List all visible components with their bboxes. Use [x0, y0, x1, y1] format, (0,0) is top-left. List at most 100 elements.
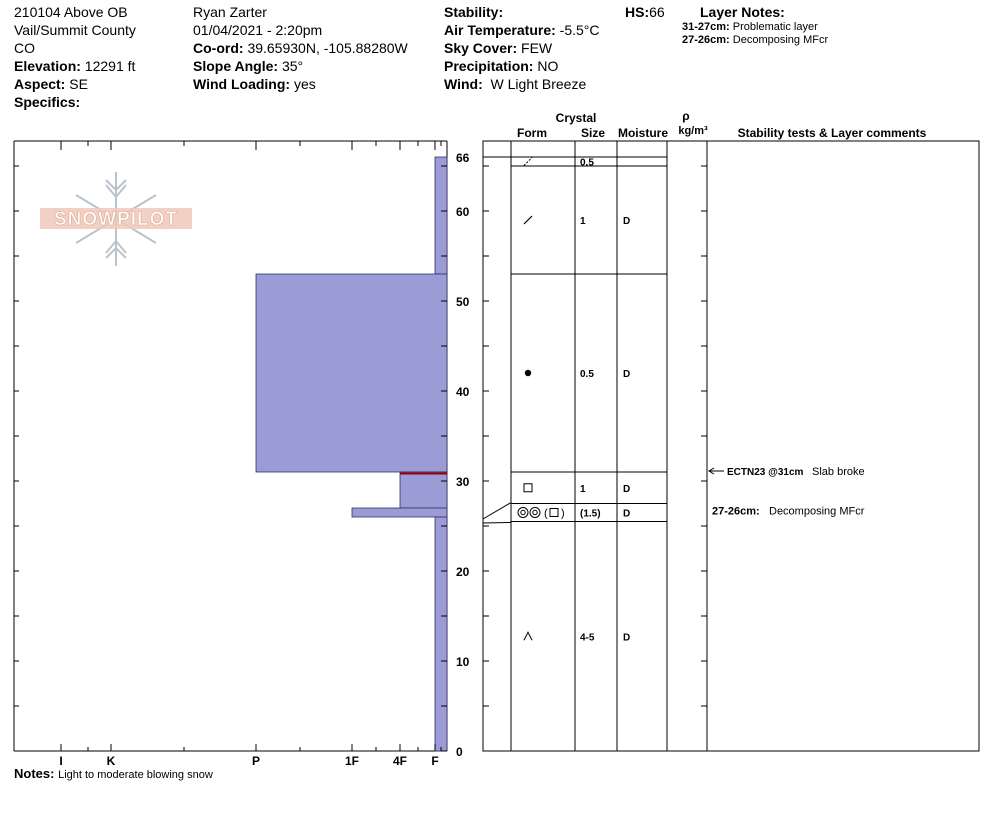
- sky-label: Sky Cover:: [444, 40, 518, 56]
- form-icon-melt-inner: [532, 509, 538, 516]
- moisture-cell: D: [623, 369, 630, 380]
- hardness-plot: 0 10 20 30 40 50 60 66 I K P 1F 4F F: [13, 140, 470, 768]
- layer-notes: Layer Notes: 31-27cm: Problematic layer …: [682, 3, 828, 47]
- size-cell: 4-5: [580, 632, 595, 643]
- size-cell: 1: [580, 484, 586, 495]
- observer-name: Ryan Zarter: [193, 4, 267, 20]
- layer-note-range: 31-27cm:: [682, 21, 730, 33]
- aspect: Aspect: SE: [14, 75, 136, 93]
- air-temperature: Air Temperature: -5.5°C: [444, 21, 600, 39]
- stability-test-comment: Slab broke: [812, 466, 865, 478]
- location-name: 210104 Above OB: [14, 4, 128, 20]
- layer-table: 0.5 1 D 0.5 D 1 D () (1.5) D 4-5 D ECTN23 @31cm Slab …: [482, 140, 980, 752]
- wind-loading: Wind Loading: yes: [193, 75, 408, 93]
- header-col2: Ryan Zarter 01/04/2021 - 2:20pm Co-ord: …: [193, 3, 408, 93]
- precip-label: Precipitation:: [444, 58, 534, 74]
- elevation-value: 12291 ft: [84, 58, 136, 74]
- coordinates: Co-ord: 39.65930N, -105.88280W: [193, 39, 408, 57]
- logo-text: SNOWPILOT: [54, 209, 178, 230]
- density-rho-header: ρ: [682, 109, 689, 123]
- form-header: Form: [517, 126, 547, 140]
- moisture-cell: D: [623, 632, 630, 643]
- connector-line: [482, 502, 512, 520]
- wind-label: Wind:: [444, 76, 483, 92]
- notes-label: Notes:: [14, 766, 55, 781]
- location-area: Vail/Summit County: [14, 22, 136, 38]
- moisture-header: Moisture: [618, 126, 668, 140]
- layer-note-text: Problematic layer: [732, 21, 818, 33]
- stability: Stability:: [444, 3, 600, 21]
- layer-note-range: 27-26cm:: [682, 34, 730, 46]
- observation-datetime: 01/04/2021 - 2:20pm: [193, 22, 323, 38]
- moisture-cell: D: [623, 216, 630, 227]
- form-icon-melt-outer: [529, 507, 541, 518]
- form-icon-melt-inner: [520, 509, 526, 516]
- notes: Notes: Light to moderate blowing snow: [14, 766, 213, 781]
- y-tick-label: 40: [456, 385, 470, 399]
- size-cell: 0.5: [580, 158, 594, 169]
- size-cell: 0.5: [580, 369, 594, 380]
- stability-label: Stability:: [444, 4, 504, 20]
- layer-comment-text: Decomposing MFcr: [769, 506, 865, 518]
- form-icon-decomposing: [523, 215, 533, 225]
- hardness-label: P: [252, 754, 260, 768]
- hardness-label: I: [59, 754, 62, 768]
- slope-label: Slope Angle:: [193, 58, 279, 74]
- hardness-label: 4F: [393, 754, 407, 768]
- hardness-bar: [434, 516, 448, 752]
- hardness-label: K: [107, 754, 116, 768]
- y-tick-label: 50: [456, 295, 470, 309]
- elevation: Elevation: 12291 ft: [14, 57, 136, 75]
- comments-header: Stability tests & Layer comments: [738, 126, 927, 140]
- hs-value: 66: [649, 4, 665, 20]
- hardness-bar: [351, 507, 448, 518]
- hardness-bar: [399, 471, 448, 509]
- hardness-bar: [255, 273, 448, 473]
- form-icon-depth-hoar: [523, 631, 533, 641]
- precipitation: Precipitation: NO: [444, 57, 600, 75]
- test-arrow-head: [708, 467, 715, 475]
- snowpilot-logo: SNOWPILOT: [40, 172, 192, 266]
- layer-comment-range: 27-26cm:: [712, 506, 760, 518]
- size-cell: 1: [580, 216, 586, 227]
- aspect-value: SE: [69, 76, 88, 92]
- form-icon-faceted: [523, 483, 533, 493]
- slope-value: 35°: [281, 58, 304, 74]
- sky-cover: Sky Cover: FEW: [444, 39, 600, 57]
- snow-height: HS:66: [625, 3, 665, 21]
- form-icon-rounded: [524, 369, 532, 377]
- sky-value: FEW: [521, 40, 553, 56]
- stability-test-label: ECTN23 @31cm: [727, 467, 804, 478]
- layer-notes-title: Layer Notes:: [700, 4, 785, 20]
- y-tick-label: 0: [456, 745, 463, 759]
- connector-line: [482, 522, 512, 524]
- form-icon-paren-close: ): [561, 508, 565, 520]
- elevation-label: Elevation:: [14, 58, 81, 74]
- layer-note-item: 31-27cm: Problematic layer: [682, 21, 828, 34]
- wind-loading-value: yes: [293, 76, 316, 92]
- y-tick-label: 60: [456, 205, 470, 219]
- hardness-label: 1F: [345, 754, 359, 768]
- coord-label: Co-ord:: [193, 40, 244, 56]
- air-temp-label: Air Temperature:: [444, 22, 556, 38]
- air-temp-value: -5.5°C: [559, 22, 600, 38]
- specifics-label: Specifics:: [14, 94, 81, 110]
- coord-value: 39.65930N, -105.88280W: [247, 40, 408, 56]
- location-state: CO: [14, 40, 35, 56]
- form-icon-faceted: [549, 508, 559, 517]
- size-cell: (1.5): [580, 509, 601, 520]
- y-tick-label: 10: [456, 655, 470, 669]
- precip-value: NO: [537, 58, 559, 74]
- form-icon-decomposing: [523, 157, 533, 166]
- table-frame: [482, 140, 980, 752]
- wind-value: W Light Breeze: [490, 76, 587, 92]
- crystal-header: Crystal: [556, 111, 597, 125]
- form-icon-melt-outer: [517, 507, 529, 518]
- wind-loading-label: Wind Loading:: [193, 76, 291, 92]
- header-col3: Stability: Air Temperature: -5.5°C Sky C…: [444, 3, 600, 93]
- size-header: Size: [581, 126, 605, 140]
- hardness-label: F: [431, 754, 438, 768]
- y-tick-label: 30: [456, 475, 470, 489]
- y-tick-label: 20: [456, 565, 470, 579]
